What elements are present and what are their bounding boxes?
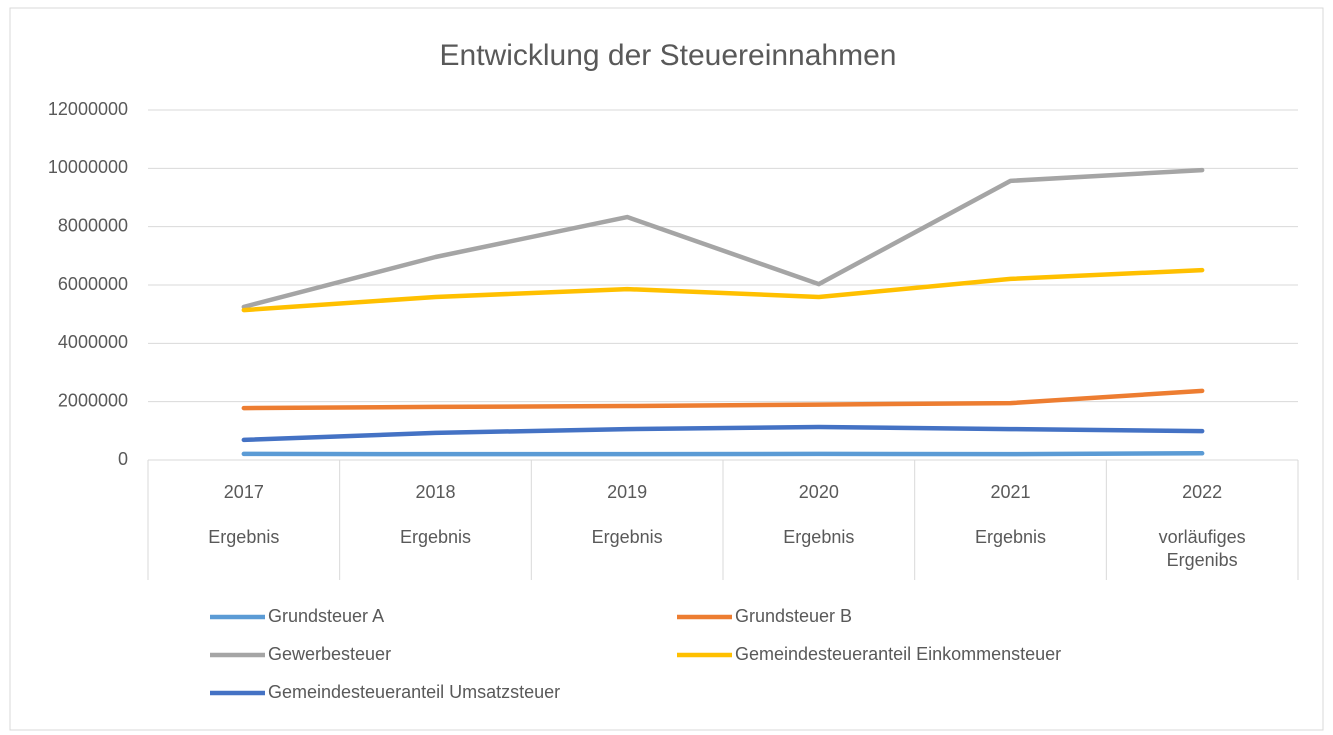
y-tick-label: 6000000 xyxy=(58,274,128,294)
legend-label: Gemeindesteueranteil Umsatzsteuer xyxy=(268,682,560,702)
x-tick-label-sub: vorläufiges Ergenibs xyxy=(1158,527,1246,570)
series-line xyxy=(241,167,1205,310)
x-tick-label: 2018 xyxy=(415,482,456,502)
x-tick-label: 2022 xyxy=(1182,482,1223,502)
y-tick-label: 8000000 xyxy=(58,215,128,235)
chart-border xyxy=(9,7,1324,731)
x-tick-label-sub: Ergebnis xyxy=(783,527,855,547)
y-tick-label: 0 xyxy=(118,449,128,469)
x-tick-label-sub: Ergebnis xyxy=(974,527,1047,547)
legend-label: Gemeindesteueranteil Einkommensteuer xyxy=(735,644,1061,664)
x-tick-label-sub: Ergebnis xyxy=(591,527,663,547)
x-tick-label: 2019 xyxy=(607,482,648,502)
x-tick-label: 2021 xyxy=(990,482,1031,502)
chart-title: Entwicklung der Steuereinnahmen xyxy=(440,39,897,72)
series-line xyxy=(241,267,1205,313)
x-tick-label-sub: Ergebnis xyxy=(208,527,280,547)
series-line xyxy=(241,388,1205,411)
y-tick-label: 2000000 xyxy=(58,390,128,410)
x-tick-label: 2020 xyxy=(798,482,839,502)
y-tick-label: 4000000 xyxy=(58,332,128,352)
x-tick-label: 2017 xyxy=(223,482,264,502)
legend-label: Gewerbesteuer xyxy=(268,644,391,664)
series-line xyxy=(241,424,1205,443)
legend-label: Grundsteuer A xyxy=(268,606,384,626)
x-tick-label-sub: Ergebnis xyxy=(399,527,472,547)
y-tick-label: 12000000 xyxy=(48,99,128,119)
legend-label: Grundsteuer B xyxy=(735,606,852,626)
y-tick-label: 10000000 xyxy=(48,157,128,177)
series-line xyxy=(241,451,1205,457)
